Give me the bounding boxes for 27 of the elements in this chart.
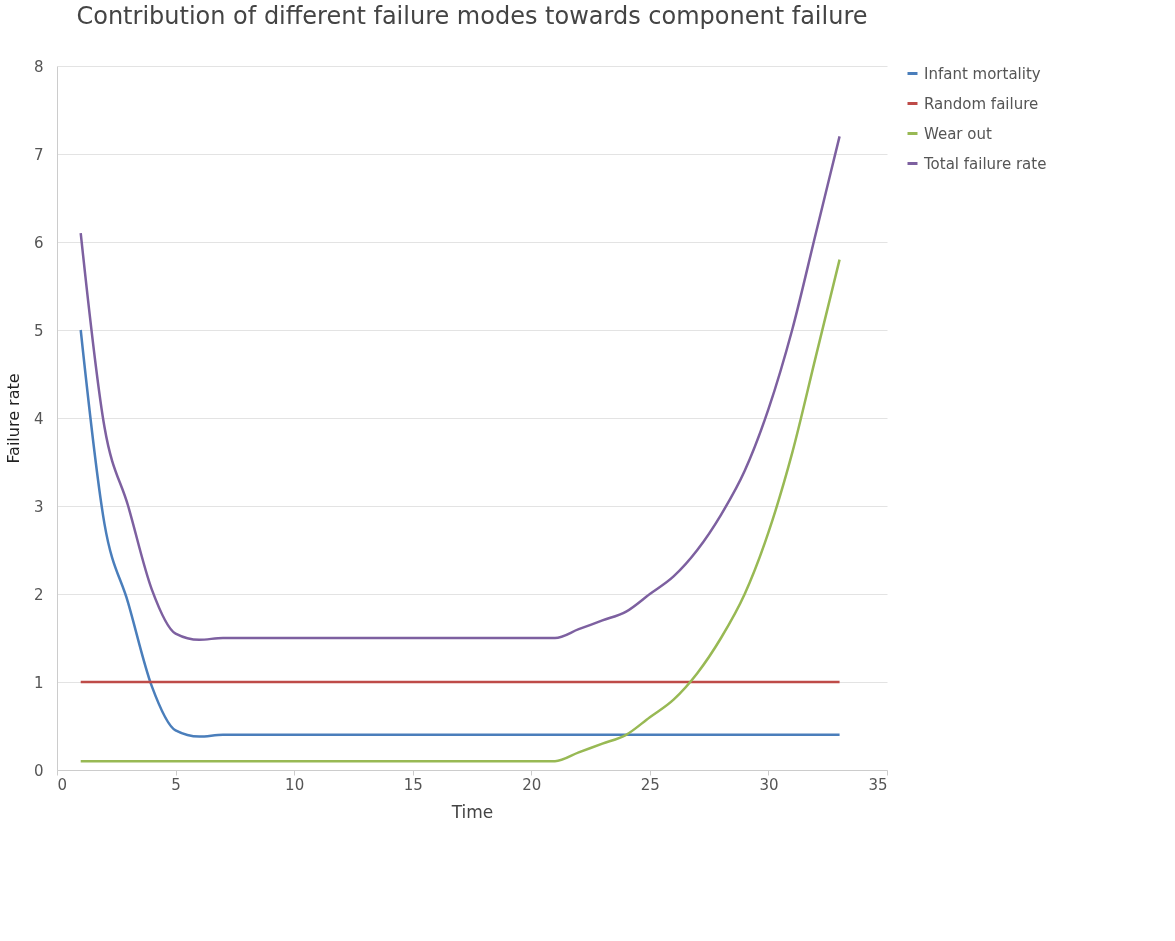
line-series <box>79 135 841 642</box>
legend-label: Random failure <box>924 94 1039 113</box>
line-series <box>79 258 841 763</box>
y-tick-label: 3 <box>33 497 44 516</box>
chart-title: Contribution of different failure modes towards component failure <box>76 2 868 30</box>
y-tick-label: 8 <box>33 57 44 76</box>
legend-label: Total failure rate <box>923 154 1047 173</box>
y-tick-label: 6 <box>33 233 44 252</box>
x-tick-label: 5 <box>171 775 181 794</box>
y-tick-label: 4 <box>33 409 44 428</box>
y-tick-label: 0 <box>33 761 44 780</box>
x-tick-label: 15 <box>403 775 423 794</box>
x-axis-title: Time <box>450 801 494 822</box>
y-tick-label: 2 <box>33 585 44 604</box>
x-tick-label: 35 <box>868 775 888 794</box>
line-series <box>79 328 841 738</box>
legend-label: Infant mortality <box>924 64 1041 83</box>
y-tick-label: 5 <box>33 321 44 340</box>
y-tick-label: 1 <box>33 673 44 692</box>
x-tick-label: 0 <box>57 775 68 794</box>
legend-label: Wear out <box>924 124 992 143</box>
x-tick-label: 10 <box>285 775 305 794</box>
x-tick-label: 25 <box>640 775 660 794</box>
x-tick-label: 30 <box>759 775 779 794</box>
y-tick-label: 7 <box>33 145 44 164</box>
y-axis-title: Failure rate <box>3 373 23 464</box>
x-tick-label: 20 <box>522 775 542 794</box>
